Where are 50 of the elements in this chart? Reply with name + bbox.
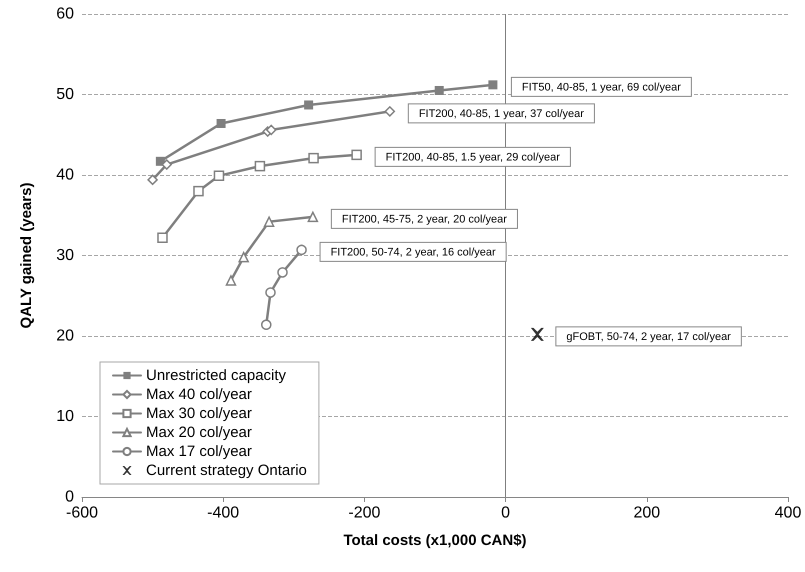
point: [265, 287, 276, 298]
point: [214, 170, 224, 182]
x-tick-label: 200: [633, 504, 660, 522]
point: [226, 275, 236, 286]
y-axis-title: QALY gained (years): [18, 182, 35, 328]
annotation: gFOBT, 50-74, 2 year, 17 col/year: [566, 330, 732, 343]
legend-label: Max 40 col/year: [146, 386, 252, 403]
point: [161, 159, 172, 170]
point: [254, 160, 266, 172]
x-tick-label: -600: [66, 504, 98, 522]
x-tick-label: 0: [501, 504, 510, 522]
legend-label: Max 17 col/year: [146, 443, 252, 460]
y-tick-label: 30: [56, 247, 74, 264]
y-tick-label: 20: [56, 328, 74, 344]
y-tick-label: 50: [56, 86, 74, 103]
y-tick-label: 60: [56, 6, 74, 22]
point: [384, 106, 396, 117]
point: [261, 319, 272, 330]
point: [530, 328, 544, 341]
point: [308, 212, 318, 222]
y-tick-label: 40: [56, 166, 74, 184]
point: [277, 267, 288, 278]
x-tick-label: -200: [348, 504, 381, 522]
point: [264, 216, 274, 227]
x-axis-title: Total costs (x1,000 CAN$): [343, 532, 527, 549]
legend-label: Max 30 col/year: [146, 405, 252, 422]
point: [238, 252, 249, 262]
point: [296, 244, 307, 256]
annotation: FIT200, 40-85, 1 year, 37 col/year: [418, 108, 584, 120]
annotation: FIT200, 45-75, 2 year, 20 col/year: [342, 213, 508, 226]
legend-label: Unrestricted capacity: [146, 367, 287, 384]
point: [193, 186, 204, 196]
annotation: FIT200, 50-74, 2 year, 16 col/year: [330, 246, 496, 258]
point: [304, 100, 314, 110]
point: [351, 150, 362, 160]
point: [157, 232, 168, 244]
point: [147, 174, 158, 186]
point: [434, 86, 444, 95]
point: [488, 80, 498, 90]
point: [266, 124, 276, 136]
legend-label: Max 20 col/year: [146, 424, 252, 441]
x-tick-label: -400: [207, 504, 240, 522]
point: [216, 118, 226, 128]
annotation: FIT50, 40-85, 1 year, 69 col/year: [522, 81, 682, 94]
annotation: FIT200, 40-85, 1.5 year, 29 col/year: [386, 151, 560, 164]
x-tick-label: 400: [774, 504, 802, 522]
y-tick-label: 0: [65, 488, 74, 506]
point: [308, 152, 319, 164]
y-tick-label: 10: [56, 408, 74, 425]
legend-label: Current strategy Ontario: [146, 462, 307, 479]
